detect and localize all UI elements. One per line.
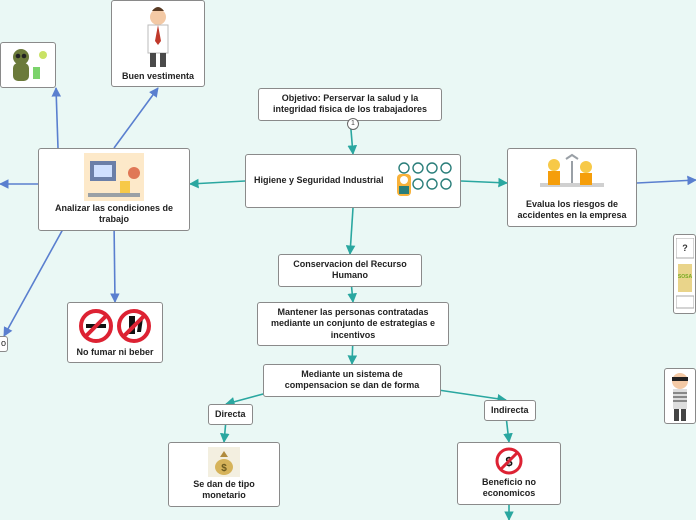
node-beneficio[interactable]: $ Beneficio no economicos [457, 442, 561, 505]
mindmap-stage: { "colors":{ "bg":"#eaf8f5", "edge_teal"… [0, 0, 696, 520]
node-monetario[interactable]: $ Se dan de tipo monetario [168, 442, 280, 507]
text-directa: Directa [215, 409, 246, 419]
accident-risk-icon [536, 153, 608, 197]
chemical-label-icon: ? SOSA [676, 238, 694, 310]
workplace-analysis-icon [84, 153, 144, 201]
node-objetivo[interactable]: Objetivo: Perservar la salud y la integr… [258, 88, 442, 121]
node-mediante[interactable]: Mediante un sistema de compensacion se d… [263, 364, 441, 397]
text-mantener: Mantener las personas contratadas median… [271, 307, 435, 340]
safety-icons-icon [396, 160, 452, 200]
text-beneficio: Beneficio no economicos [482, 477, 536, 498]
no-money-icon: $ [495, 447, 523, 475]
text-nofumar: No fumar ni beber [76, 347, 153, 357]
text-evalua: Evalua los riesgos de accidentes en la e… [517, 199, 626, 220]
thief-icon [666, 371, 694, 421]
node-nofumar[interactable]: No fumar ni beber [67, 302, 163, 363]
text-central: Higiene y Seguridad Industrial [254, 175, 384, 185]
text-clip-left: o [1, 338, 6, 349]
node-conservacion[interactable]: Conservacion del Recurso Humano [278, 254, 422, 287]
businessman-icon [134, 5, 182, 69]
text-objetivo: Objetivo: Perservar la salud y la integr… [273, 93, 427, 114]
svg-text:?: ? [682, 243, 688, 253]
text-indirecta: Indirecta [491, 405, 529, 415]
text-monetario: Se dan de tipo monetario [193, 479, 255, 500]
node-hazmat[interactable] [0, 42, 56, 88]
node-buen-vestimenta[interactable]: Buen vestimenta [111, 0, 205, 87]
node-clip-left[interactable]: o [0, 336, 8, 352]
node-sosa[interactable]: ? SOSA [673, 234, 696, 314]
no-smoking-no-drinking-icon [77, 307, 153, 345]
text-conservacion: Conservacion del Recurso Humano [293, 259, 407, 280]
node-indirecta[interactable]: Indirecta [484, 400, 536, 421]
node-robo[interactable] [664, 368, 696, 424]
hazmat-worker-icon [3, 45, 53, 85]
badge-1: 1 [347, 118, 359, 130]
node-evalua[interactable]: Evalua los riesgos de accidentes en la e… [507, 148, 637, 227]
node-analizar[interactable]: Analizar las condiciones de trabajo [38, 148, 190, 231]
text-buen-vestimenta: Buen vestimenta [122, 71, 194, 81]
money-bag-icon: $ [208, 447, 240, 477]
text-analizar: Analizar las condiciones de trabajo [55, 203, 173, 224]
text-mediante: Mediante un sistema de compensacion se d… [285, 369, 420, 390]
svg-text:SOSA: SOSA [677, 274, 692, 280]
node-mantener[interactable]: Mantener las personas contratadas median… [257, 302, 449, 346]
node-central[interactable]: Higiene y Seguridad Industrial [245, 154, 461, 208]
svg-text:$: $ [221, 463, 227, 474]
node-directa[interactable]: Directa [208, 404, 253, 425]
